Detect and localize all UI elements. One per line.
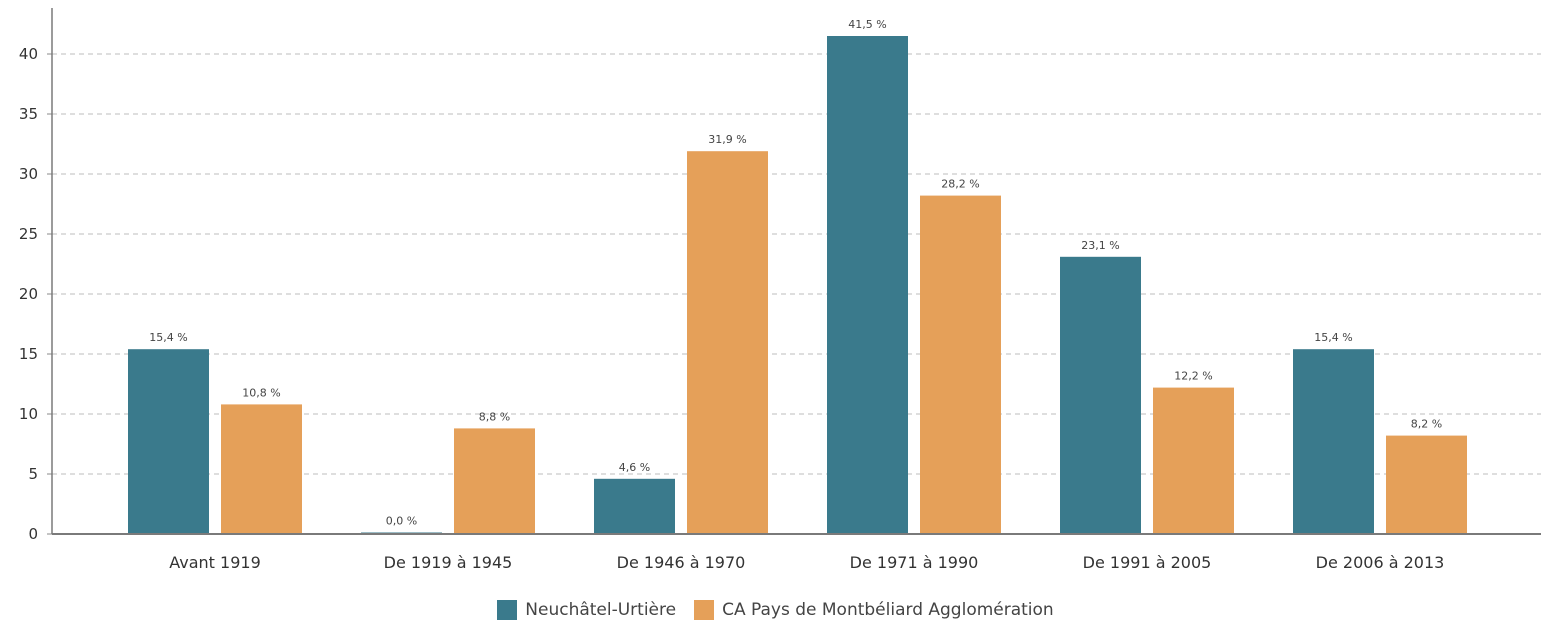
bar-ca-montbeliard (1386, 435, 1467, 534)
data-label: 8,2 % (1411, 418, 1442, 431)
bar-neuchatel (1060, 256, 1141, 534)
legend-swatch (694, 600, 715, 620)
legend: Neuchâtel-Urtière CA Pays de Montbéliard… (0, 600, 1551, 620)
data-label: 15,4 % (149, 331, 187, 344)
x-tick-label: De 1971 à 1990 (850, 553, 979, 572)
y-tick-label: 5 (28, 465, 38, 483)
axes (47, 8, 53, 535)
x-tick-label: De 1946 à 1970 (617, 553, 746, 572)
legend-item-series-2: CA Pays de Montbéliard Agglomération (694, 600, 1054, 620)
y-tick-label: 0 (28, 525, 38, 543)
x-tick-label: De 2006 à 2013 (1316, 553, 1445, 572)
data-label: 28,2 % (941, 178, 979, 191)
bar-ca-montbeliard (1153, 387, 1234, 534)
legend-label: CA Pays de Montbéliard Agglomération (722, 600, 1054, 620)
data-label: 10,8 % (242, 386, 280, 399)
labels: 0 5 10 15 20 25 30 35 40 15,4 % 10,8 % Avant 1919 0,… (19, 18, 1444, 572)
data-label: 41,5 % (848, 18, 886, 31)
data-label: 0,0 % (386, 515, 417, 528)
bar-ca-montbeliard (920, 195, 1001, 534)
data-label: 31,9 % (708, 133, 746, 146)
legend-label: Neuchâtel-Urtière (525, 600, 677, 620)
y-tick-label: 15 (19, 345, 38, 363)
x-tick-label: De 1919 à 1945 (384, 553, 513, 572)
bar-neuchatel (128, 349, 209, 534)
y-tick-label: 40 (19, 45, 38, 63)
bar-neuchatel (827, 36, 908, 534)
y-tick-label: 20 (19, 285, 38, 303)
data-label: 23,1 % (1081, 239, 1119, 252)
x-tick-label: De 1991 à 2005 (1083, 553, 1212, 572)
legend-item-series-1: Neuchâtel-Urtière (497, 600, 676, 620)
bar-ca-montbeliard (687, 151, 768, 534)
legend-swatch (497, 600, 518, 620)
data-label: 15,4 % (1314, 331, 1352, 344)
data-label: 8,8 % (479, 410, 510, 423)
bar-ca-montbeliard (454, 428, 535, 534)
bar-neuchatel (1293, 349, 1374, 534)
data-label: 4,6 % (619, 461, 650, 474)
y-tick-label: 30 (19, 165, 38, 183)
y-tick-label: 25 (19, 225, 38, 243)
bar-ca-montbeliard (221, 404, 302, 534)
bar-neuchatel (594, 478, 675, 534)
data-label: 12,2 % (1174, 370, 1212, 383)
y-tick-label: 35 (19, 105, 38, 123)
bars (52, 36, 1541, 535)
y-tick-label: 10 (19, 405, 38, 423)
x-tick-label: Avant 1919 (169, 553, 261, 572)
